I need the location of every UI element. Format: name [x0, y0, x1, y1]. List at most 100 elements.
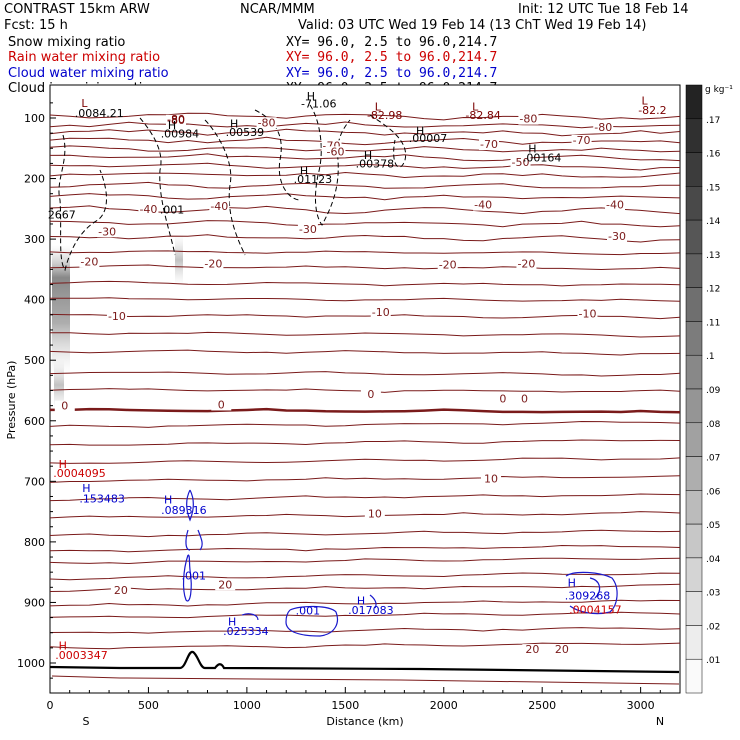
colorbar-tick-label: .05: [706, 521, 720, 531]
field-name-cloud-water: Cloud water mixing ratio: [8, 66, 169, 81]
label-bg: [110, 584, 131, 596]
surface-pressure-line: [49, 650, 680, 674]
label-bg: [360, 389, 381, 401]
isotherm-line: [49, 250, 681, 256]
extremum-label: .0084.21: [75, 107, 124, 120]
label-bg: [106, 311, 127, 323]
label-bg: [479, 139, 500, 151]
y-tick-label: 900: [24, 596, 45, 609]
isotherm-label: -40: [210, 200, 228, 213]
colorbar-cell: [685, 422, 703, 457]
colorbar-tick-label: .15: [706, 183, 720, 193]
label-bg: [97, 226, 118, 238]
x-tick-label: 1000: [233, 699, 261, 712]
extremum-label: L: [81, 97, 88, 110]
isotherm-line: [49, 544, 681, 553]
colorbar-cell: [685, 287, 703, 322]
isotherm-label: -50: [512, 156, 530, 169]
init-time: Init: 12 UTC Tue 18 Feb 14: [518, 2, 689, 17]
field-xy-rain: XY= 96.0, 2.5 to 96.0,214.7: [286, 50, 497, 65]
isotherm-line: [49, 193, 681, 201]
y-tick-label: 500: [24, 354, 45, 367]
isotherm-line: [49, 220, 681, 228]
label-bg: [593, 122, 614, 134]
extremum-label: H: [59, 458, 67, 471]
extremum-label: -71.06: [301, 98, 336, 111]
cloud-ice-contour: [58, 134, 107, 272]
snow-shading-2: [175, 235, 183, 285]
isotherm-line: [49, 371, 681, 377]
cloud-water-contour: [186, 489, 194, 522]
label-bg: [522, 644, 543, 656]
extremum-label: H: [357, 594, 365, 607]
extremum-label: .0004157: [569, 603, 622, 616]
cloud-water-contour: [241, 613, 259, 621]
header: CONTRAST 15km ARW NCAR/MMM Init: 12 UTC …: [4, 2, 689, 96]
isotherm-line: [49, 112, 681, 121]
colorbar-cell: [685, 591, 703, 626]
colorbar-tick-label: .16: [706, 150, 721, 160]
label-bg: [54, 400, 75, 412]
extremum-label: .089316: [161, 504, 207, 517]
extremum-label: .001: [181, 569, 206, 582]
label-bg: [516, 258, 537, 270]
extremum-label: .001: [160, 204, 185, 217]
extremum-label: H: [364, 149, 372, 162]
extremum-label: .01123: [294, 173, 333, 186]
colorbar-tick-label: .1: [706, 352, 715, 362]
isotherm-label: 0: [61, 400, 68, 413]
label-bg: [364, 508, 385, 520]
model-title: CONTRAST 15km ARW: [4, 2, 150, 17]
isotherm-label: -20: [439, 259, 457, 272]
isotherm-line: [49, 475, 681, 483]
isotherm-line: [49, 599, 681, 607]
y-tick-label: 100: [24, 112, 45, 125]
x-tick-label: 0: [47, 699, 54, 712]
y-tick-label: 300: [24, 233, 45, 246]
cloud-water-contour: [565, 571, 618, 615]
y-axis-title: Pressure (hPa): [5, 361, 18, 440]
extremum-label: .001: [296, 605, 321, 618]
isotherm-label: -80: [258, 116, 276, 129]
extremum-label: .0003347: [55, 649, 108, 662]
isotherm-label: 0: [499, 392, 506, 405]
isotherm-line: [49, 529, 681, 538]
label-bg: [203, 258, 224, 270]
isotherm-label: -60: [326, 145, 344, 158]
y-tick-label: 600: [24, 415, 45, 428]
colorbar-tick-label: .17: [706, 116, 720, 126]
org-label: NCAR/MMM: [240, 2, 315, 17]
colorbar-tick-label: .11: [706, 318, 720, 328]
x-tick-label: 1500: [331, 699, 359, 712]
extremum-label: H: [416, 124, 424, 137]
isotherm-label: -20: [517, 257, 535, 270]
extremum-label: .0004095: [53, 467, 106, 480]
extremum-label: H: [228, 615, 236, 628]
colorbar-cell: [685, 152, 703, 187]
isotherm-line: [49, 583, 681, 592]
isotherm-contours: [49, 112, 681, 650]
label-bg: [325, 146, 346, 158]
isotherm-line: [49, 557, 681, 565]
y-tick-label: 800: [24, 536, 45, 549]
isotherm-label: 20: [555, 643, 569, 656]
cloud-ice-contour: [204, 119, 246, 256]
label-bg: [138, 203, 159, 215]
colorbar-cell: [685, 253, 703, 288]
label-bg: [215, 579, 236, 591]
isotherm-label: -80: [519, 113, 537, 126]
isotherm-line: [49, 439, 681, 446]
extremum-label: .00984: [161, 127, 200, 140]
x-tick-label: 2000: [430, 699, 458, 712]
y-tick-label: 200: [24, 173, 45, 186]
label-bg: [473, 199, 494, 211]
snow-shading-1: [52, 245, 70, 375]
extremum-label: .00378: [356, 158, 395, 171]
extremum-label: 2667: [48, 209, 76, 222]
isotherm-label: -30: [608, 230, 626, 243]
extremum-label: H: [164, 494, 172, 507]
isotherm-label: 10: [368, 507, 382, 520]
isotherm-label: 20: [525, 643, 539, 656]
extremum-label: L: [472, 101, 479, 114]
colorbar-cell: [685, 658, 703, 694]
